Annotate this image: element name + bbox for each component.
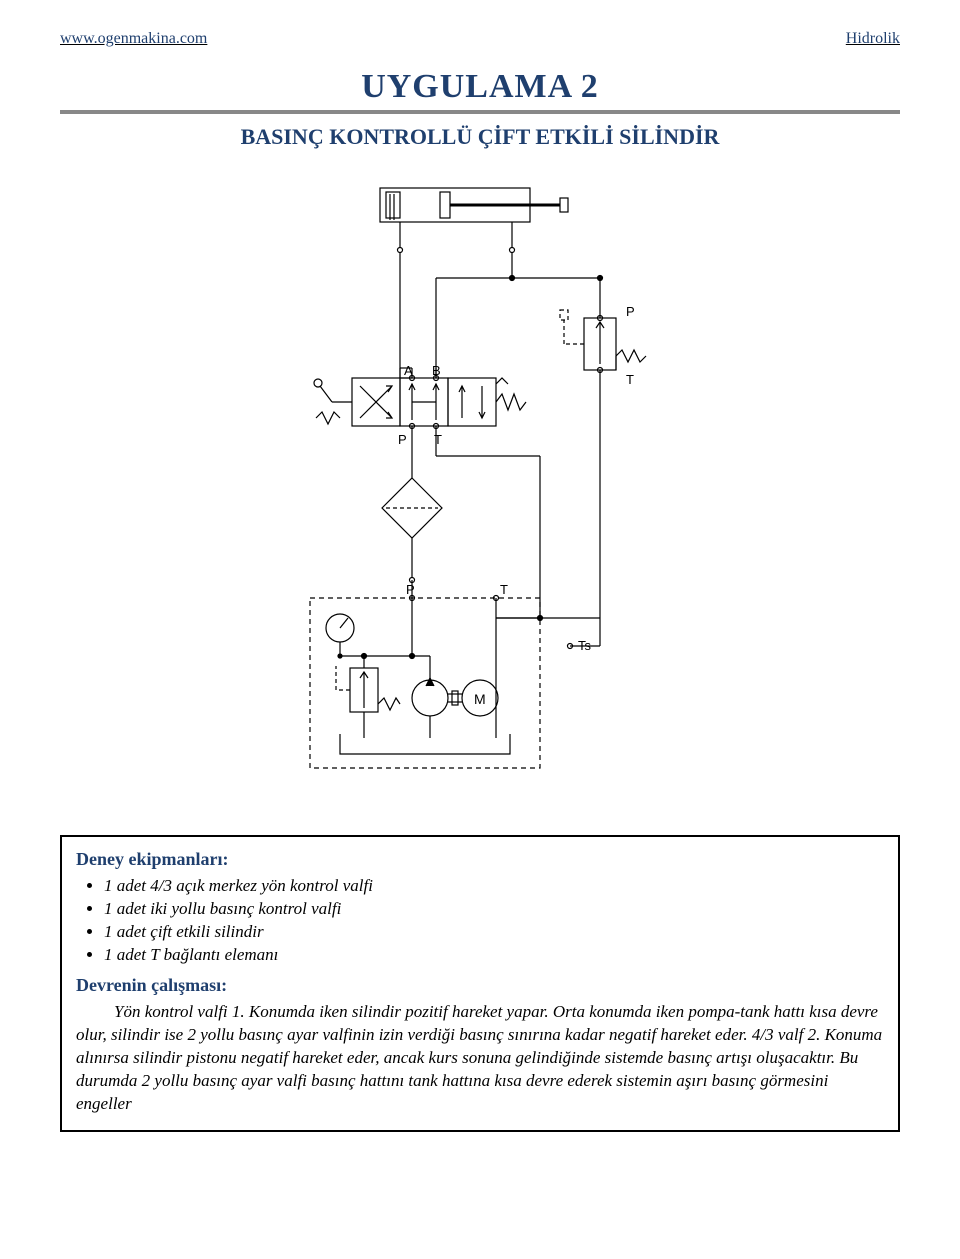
cylinder-cushion-left — [386, 192, 400, 218]
motor-icon: M — [462, 680, 498, 716]
valve-port-T: T — [434, 432, 442, 447]
working-body: Yön kontrol valfi 1. Konumda iken silind… — [76, 1001, 884, 1116]
info-box: Deney ekipmanları: 1 adet 4/3 açık merke… — [60, 835, 900, 1132]
title-rule — [60, 110, 900, 114]
subtitle: BASINÇ KONTROLLÜ ÇİFT ETKİLİ SİLİNDİR — [60, 124, 900, 150]
unit-port-T: T — [500, 582, 508, 597]
list-item: 1 adet çift etkili silindir — [104, 921, 884, 944]
main-title: UYGULAMA 2 — [60, 68, 900, 106]
relief-valve-icon — [336, 666, 400, 712]
equipment-heading: Deney ekipmanları: — [76, 847, 884, 871]
list-item: 1 adet 4/3 açık merkez yön kontrol valfi — [104, 875, 884, 898]
equipment-list: 1 adet 4/3 açık merkez yön kontrol valfi… — [104, 875, 884, 967]
directional-valve — [314, 378, 526, 426]
svg-text:M: M — [474, 691, 486, 707]
cylinder-piston — [440, 192, 450, 218]
tank-icon — [340, 734, 510, 754]
page-header: www.ogenmakina.com Hidrolik — [60, 30, 900, 48]
hydraulic-schematic-svg: P T — [240, 178, 720, 798]
working-heading: Devrenin çalışması: — [76, 973, 884, 997]
header-section: Hidrolik — [846, 30, 900, 48]
unit-port-P: P — [406, 582, 415, 597]
filter-icon — [382, 478, 442, 538]
title-block: UYGULAMA 2 BASINÇ KONTROLLÜ ÇİFT ETKİLİ … — [60, 68, 900, 150]
seq-port-P: P — [626, 304, 635, 319]
list-item: 1 adet iki yollu basınç kontrol valfi — [104, 898, 884, 921]
pressure-control-valve — [560, 310, 646, 370]
seq-port-T: T — [626, 372, 634, 387]
power-unit-enclosure — [310, 598, 540, 768]
header-url: www.ogenmakina.com — [60, 30, 207, 48]
hydraulic-diagram: P T — [60, 178, 900, 803]
list-item: 1 adet T bağlantı elemanı — [104, 944, 884, 967]
valve-port-P: P — [398, 432, 407, 447]
